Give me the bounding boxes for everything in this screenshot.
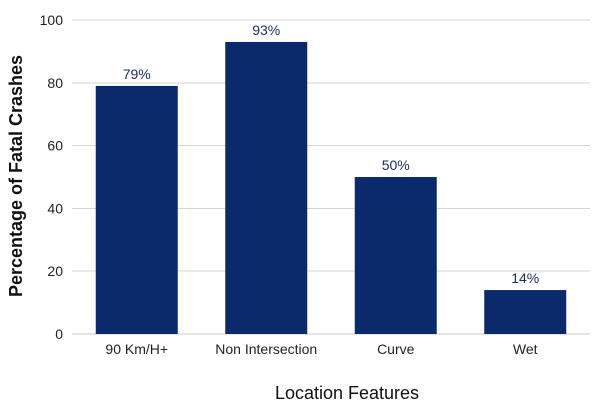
x-axis-title: Location Features bbox=[275, 383, 419, 401]
x-tick-label: 90 Km/H+ bbox=[105, 341, 168, 357]
y-tick-label: 60 bbox=[47, 138, 63, 154]
y-tick-label: 40 bbox=[47, 200, 63, 216]
x-tick-labels: 90 Km/H+ Non Intersection Curve Wet bbox=[105, 341, 537, 357]
y-tick-label: 80 bbox=[47, 75, 63, 91]
y-tick-label: 0 bbox=[55, 326, 63, 342]
y-tick-label: 20 bbox=[47, 263, 63, 279]
x-tick-label: Curve bbox=[377, 341, 415, 357]
data-label: 50% bbox=[382, 157, 410, 173]
bar bbox=[354, 177, 437, 334]
x-tick-label: Non Intersection bbox=[215, 341, 317, 357]
bar bbox=[95, 85, 178, 334]
data-labels: 79% 93% 50% 14% bbox=[123, 22, 540, 286]
data-label: 14% bbox=[511, 270, 539, 286]
data-label: 93% bbox=[252, 22, 280, 38]
y-tick-labels: 0 20 40 60 80 100 bbox=[40, 12, 64, 342]
bar bbox=[225, 41, 308, 334]
y-axis-title: Percentage of Fatal Crashes bbox=[6, 55, 26, 297]
data-label: 79% bbox=[123, 66, 151, 82]
x-tick-label: Wet bbox=[513, 341, 538, 357]
bars bbox=[95, 41, 567, 334]
y-tick-label: 100 bbox=[40, 12, 64, 28]
bar bbox=[484, 290, 567, 334]
